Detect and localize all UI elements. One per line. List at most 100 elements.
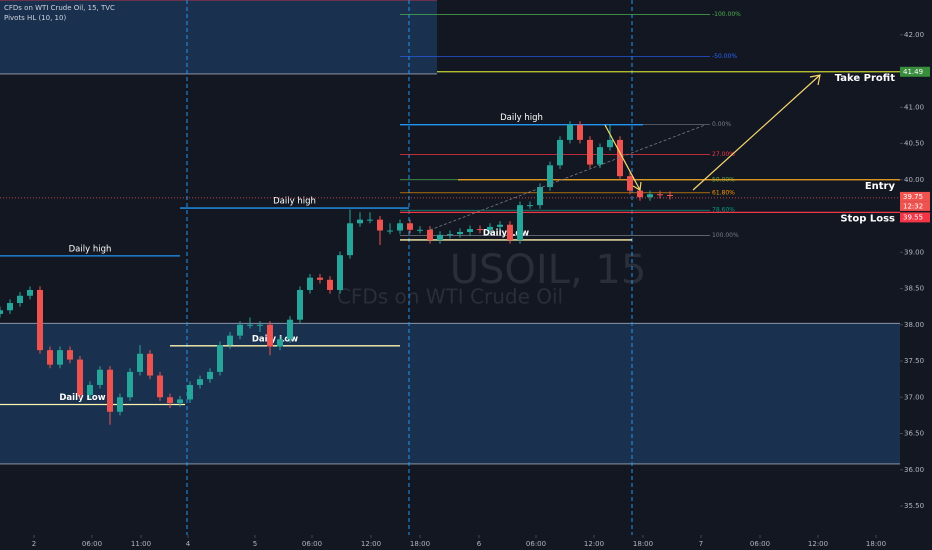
candle-body: [187, 384, 193, 400]
candle-body: [257, 324, 263, 326]
candle-body: [167, 397, 173, 404]
candle-body: [17, 295, 23, 304]
y-tick-label: 40.00: [904, 176, 924, 184]
candle-body: [117, 397, 123, 412]
candle-body: [627, 176, 633, 191]
y-tick-label: 36.00: [904, 466, 924, 474]
candle-body: [437, 234, 443, 240]
candle-body: [177, 399, 183, 404]
x-tick-label: 06:00: [526, 540, 546, 548]
daily-level-label: Daily high: [500, 113, 543, 123]
arrow-head: [809, 74, 821, 86]
y-tick-label: 38.00: [904, 321, 924, 329]
candle-body: [557, 139, 563, 166]
candle-body: [367, 219, 373, 221]
countdown-label: 12:32: [903, 202, 923, 210]
candle-body: [127, 371, 133, 398]
candle-body: [587, 139, 593, 165]
candle-body: [617, 139, 623, 177]
time-axis: [0, 535, 932, 550]
candle-body: [637, 190, 643, 198]
price-tag-label: 41.49: [903, 68, 923, 76]
candle-body: [237, 324, 243, 336]
candle-body: [667, 195, 673, 197]
x-tick-label: 4: [186, 540, 191, 548]
candle-body: [387, 230, 393, 232]
price-tag: [900, 66, 930, 77]
x-tick-label: 06:00: [82, 540, 102, 548]
trade-label: Entry: [865, 181, 896, 192]
x-tick-label: 12:00: [584, 540, 604, 548]
candle-body: [417, 229, 423, 231]
watermark-symbol: USOIL, 15: [450, 247, 647, 293]
fib-label: 27.00%: [712, 151, 735, 158]
candle-body: [457, 231, 463, 235]
fib-label: -100.00%: [712, 11, 741, 18]
y-tick-label: 37.00: [904, 393, 924, 401]
candle-body: [27, 289, 33, 296]
candle-body: [217, 345, 223, 372]
x-tick-label: 6: [477, 540, 482, 548]
x-tick-label: 12:00: [808, 540, 828, 548]
candle-body: [507, 224, 513, 240]
candle-body: [327, 279, 333, 290]
x-tick-label: 18:00: [866, 540, 886, 548]
candle-body: [207, 371, 213, 380]
candle-body: [357, 219, 363, 224]
candle-body: [37, 289, 43, 351]
candle-body: [197, 379, 203, 385]
price-tag-label: 39.55: [903, 213, 923, 221]
candle-body: [427, 229, 433, 240]
daily-level-label: Daily high: [69, 244, 112, 254]
fib-label: 78.60%: [712, 207, 735, 214]
price-tag: [900, 191, 930, 202]
x-tick-label: 7: [699, 540, 703, 548]
price-tag-label: 39.75: [903, 193, 923, 201]
fib-label: -50.00%: [712, 53, 737, 60]
candle-body: [607, 139, 613, 148]
candle-body: [397, 223, 403, 231]
y-tick-label: 42.00: [904, 31, 924, 39]
countdown-tag: [900, 201, 930, 211]
candle-body: [657, 194, 663, 196]
candle-body: [77, 359, 83, 396]
zone: [0, 0, 437, 74]
candle-body: [107, 369, 113, 412]
x-tick-label: 2: [32, 540, 36, 548]
candle-body: [527, 205, 533, 207]
y-tick-label: 38.50: [904, 285, 924, 293]
candle-body: [597, 147, 603, 165]
candle-body: [47, 350, 53, 365]
x-tick-label: 18:00: [633, 540, 653, 548]
candle-body: [567, 124, 573, 140]
candle-body: [267, 324, 273, 347]
candle-body: [477, 229, 483, 231]
candle-body: [97, 369, 103, 385]
candle-body: [517, 205, 523, 240]
price-tag: [900, 212, 930, 223]
candle-body: [347, 223, 353, 256]
candle-body: [377, 219, 383, 231]
x-tick-label: 18:00: [410, 540, 430, 548]
candle-body: [537, 187, 543, 206]
candle-body: [407, 223, 413, 230]
candle-body: [547, 165, 553, 188]
y-tick-label: 40.50: [904, 140, 924, 148]
candle-body: [647, 194, 653, 198]
candle-body: [277, 339, 283, 347]
candle-body: [247, 324, 253, 326]
y-tick-label: 37.50: [904, 357, 924, 365]
fib-label: 0.00%: [712, 121, 731, 128]
candle-body: [287, 319, 293, 340]
candle-body: [0, 310, 3, 314]
fib-label: 100.00%: [712, 232, 739, 239]
x-tick-label: 12:00: [361, 540, 381, 548]
candle-body: [447, 234, 453, 236]
candle-body: [487, 226, 493, 230]
trend-line: [429, 124, 706, 231]
zone: [0, 323, 900, 464]
candle-body: [297, 289, 303, 320]
candle-body: [147, 353, 153, 376]
y-tick-label: 35.50: [904, 502, 924, 510]
